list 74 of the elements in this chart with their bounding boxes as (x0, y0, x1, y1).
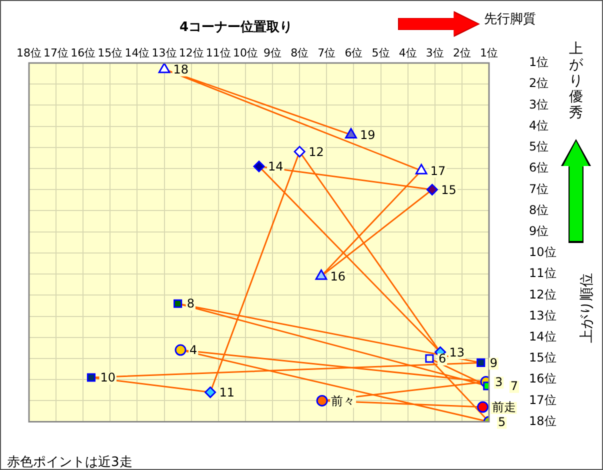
y-tick-label: 5位 (529, 140, 549, 154)
x-tick-label: 15位 (98, 46, 123, 60)
annotation: 前走 (492, 400, 516, 414)
x-tick-label: 6位 (344, 46, 363, 60)
x-tick-label: 10位 (232, 46, 258, 60)
x-tick-label: 12位 (178, 46, 204, 60)
annotation: 7 (510, 379, 518, 394)
annotation: 15 (441, 182, 456, 197)
y-tick-label: 13位 (529, 308, 556, 322)
y-axis-title: 上がり順位 (579, 272, 595, 345)
x-tick-label: 1位 (480, 46, 498, 60)
point (86, 373, 96, 382)
x-tick-label: 16位 (70, 46, 96, 60)
annotation: 5 (498, 414, 506, 429)
y-tick-label: 12位 (529, 287, 556, 302)
annotation: 18 (173, 62, 189, 76)
point (426, 184, 438, 196)
x-tick-label: 9位 (264, 46, 282, 60)
annotation: 13 (449, 345, 465, 360)
point (158, 63, 170, 74)
y-tick-label: 3位 (529, 97, 549, 112)
x-tick-label: 17位 (44, 46, 69, 60)
x-tick-label: 18位 (16, 46, 42, 60)
y-tick-label: 8位 (529, 202, 549, 217)
x-tick-label: 4位 (398, 46, 417, 60)
point (174, 299, 182, 308)
y-tick-label: 9位 (529, 224, 549, 238)
x-tick-label: 14位 (124, 46, 150, 60)
annotation: 9 (490, 356, 498, 370)
y-tick-label: 7位 (529, 182, 549, 196)
text: 上がり優秀 (569, 41, 584, 122)
y-tick-label: 2位 (529, 76, 549, 90)
y-tick-label: 1位 (529, 55, 549, 70)
text: 先行脚質 (484, 12, 536, 27)
y-tick-label: 4位 (529, 118, 549, 132)
point (476, 358, 486, 367)
annotation: 12 (308, 144, 324, 159)
annotation: 前々 (331, 394, 356, 408)
annotation: 4 (190, 343, 198, 358)
chart-title: 4コーナー位置取り (178, 20, 294, 35)
annotation: 6 (438, 352, 446, 366)
y-tick-label: 15位 (529, 350, 556, 365)
x-tick-label: 13位 (152, 46, 177, 60)
point (477, 401, 489, 413)
x-tick-label: 11位 (206, 46, 231, 60)
point (315, 269, 328, 280)
x-tick-label: 3位 (426, 46, 444, 60)
annotation: 17 (430, 164, 446, 178)
y-tick-label: 11位 (529, 266, 556, 280)
annotation: 8 (186, 296, 194, 311)
y-tick-label: 14位 (529, 330, 556, 344)
y-tick-label: 16位 (529, 372, 556, 386)
annotation: 14 (268, 160, 284, 174)
point (425, 354, 434, 363)
y-tick-label: 18位 (529, 414, 556, 428)
x-tick-label: 7位 (318, 46, 336, 60)
text: 赤色ポイントは近3走 (7, 455, 132, 470)
point (204, 386, 216, 398)
annotation: 3 (495, 374, 503, 389)
annotation: 10 (100, 370, 116, 385)
x-tick-label: 5位 (372, 46, 390, 60)
point (174, 344, 186, 356)
x-tick-label: 2位 (452, 46, 471, 60)
y-tick-label: 6位 (529, 160, 549, 175)
point (345, 128, 357, 139)
annotation: 16 (330, 269, 346, 284)
point (316, 394, 328, 406)
annotation: 19 (360, 128, 376, 142)
annotation: 11 (219, 385, 235, 400)
point (253, 160, 265, 172)
x-tick-label: 8位 (290, 46, 309, 60)
y-tick-label: 10位 (529, 245, 556, 260)
point (415, 164, 428, 174)
y-tick-label: 17位 (529, 392, 556, 407)
